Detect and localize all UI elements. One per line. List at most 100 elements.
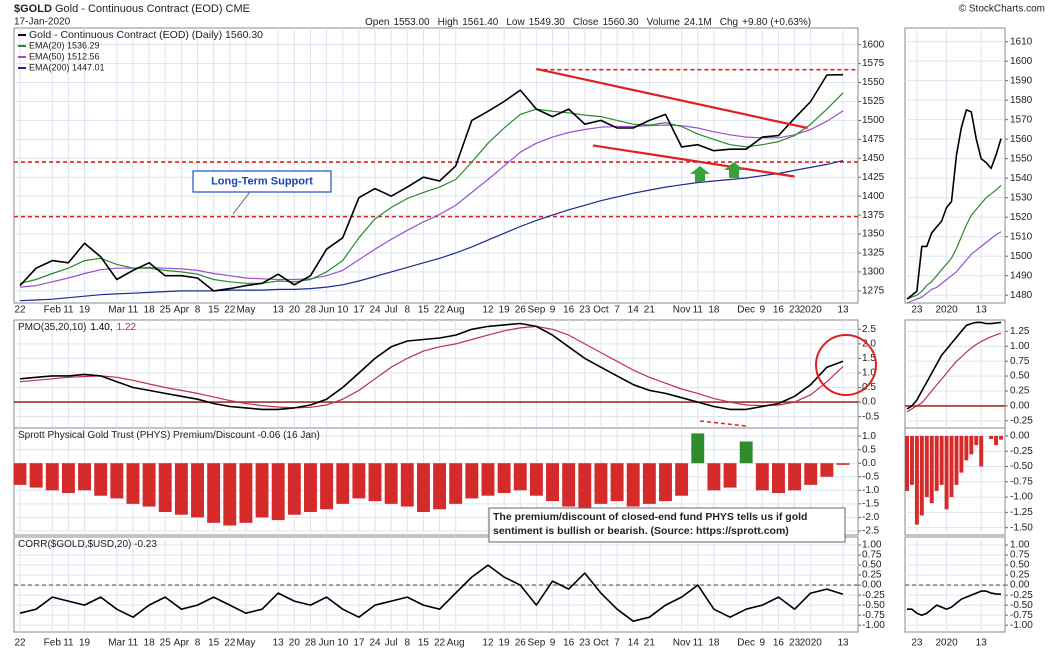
watermark: © StockCharts.com <box>959 4 1045 15</box>
y-tick-label: 2.5 <box>862 324 876 335</box>
y-tick-label: 0.0 <box>862 397 876 408</box>
y-tick-label: 0.5 <box>862 382 876 393</box>
x-tick-label: 7 <box>614 305 620 316</box>
x-tick-label: 22 <box>434 305 446 316</box>
bar <box>707 463 721 491</box>
bar <box>675 463 689 496</box>
bar <box>287 463 301 515</box>
x-tick-label: 7 <box>614 638 620 649</box>
x-tick-label: 8 <box>195 638 201 649</box>
y-tick-label: -0.5 <box>862 471 880 482</box>
y-tick-label: -0.75 <box>862 610 885 621</box>
x-tick-label: Jul <box>385 305 398 316</box>
bar <box>110 463 124 499</box>
series-line <box>906 184 1002 300</box>
x-tick-label: Jun <box>319 638 335 649</box>
header-date: 17-Jan-2020 <box>14 17 71 28</box>
x-tick-label: 19 <box>79 305 91 316</box>
bar <box>497 463 511 494</box>
x-tick-label: Feb <box>44 638 62 649</box>
highlight-circle <box>815 334 877 396</box>
x-tick-label: 25 <box>160 638 172 649</box>
bar <box>546 463 559 502</box>
bar <box>449 463 463 504</box>
quote-label: Close <box>573 17 599 28</box>
x-tick-label: Oct <box>593 638 609 649</box>
series-line <box>19 160 844 302</box>
up-arrow <box>690 166 710 182</box>
x-tick-label: 23 <box>789 305 801 316</box>
y-tick-label: 1490 <box>1010 270 1033 281</box>
x-tick-label: 19 <box>79 638 91 649</box>
x-tick-label: 15 <box>208 638 220 649</box>
x-tick-label: 11 <box>63 638 74 649</box>
bar <box>949 435 954 498</box>
x-tick-label: 8 <box>195 305 201 316</box>
x-tick-label: 18 <box>144 305 156 316</box>
x-tick-label: 11 <box>693 305 704 316</box>
quote-value: 1553.00 <box>393 17 430 28</box>
quote-label: Open <box>365 17 389 28</box>
bar <box>989 435 994 440</box>
x-tick-label: 2020 <box>935 638 958 649</box>
y-tick-label: 0.00 <box>1010 401 1030 412</box>
quote-value: +9.80 (+0.63%) <box>742 17 811 28</box>
y-tick-label: -2.5 <box>862 526 880 537</box>
x-tick-label: May <box>236 638 255 649</box>
bar <box>29 463 43 488</box>
x-tick-label: Mar <box>108 305 126 316</box>
panel-title: Sprott Physical Gold Trust (PHYS) Premiu… <box>18 430 320 441</box>
x-tick-label: 16 <box>773 638 785 649</box>
y-tick-label: -0.50 <box>862 600 885 611</box>
x-tick-label: 12 <box>482 638 494 649</box>
y-tick-label: 1.0 <box>862 368 876 379</box>
bar <box>610 463 624 502</box>
x-tick-label: 20 <box>289 638 301 649</box>
panel-title: CORR($GOLD,$USD,20) -0.23 <box>18 539 157 550</box>
series-line <box>906 332 1002 413</box>
bar <box>691 433 705 464</box>
support-label: Long-Term Support <box>211 175 313 187</box>
y-tick-label: 0.50 <box>1010 371 1030 382</box>
up-arrow <box>724 162 744 178</box>
x-tick-label: Aug <box>447 305 465 316</box>
y-tick-label: -1.25 <box>1010 507 1033 518</box>
y-tick-label: 0.50 <box>862 560 882 571</box>
bar <box>626 463 640 507</box>
bar <box>739 441 753 464</box>
x-tick-label: 14 <box>628 305 640 316</box>
x-tick-label: 8 <box>405 638 411 649</box>
y-tick-label: 1480 <box>1010 290 1033 301</box>
x-tick-label: 17 <box>353 305 365 316</box>
bar <box>804 463 818 485</box>
y-tick-label: 1525 <box>862 96 885 107</box>
bar <box>594 463 608 504</box>
x-tick-label: Apr <box>174 638 190 649</box>
y-tick-label: 1510 <box>1010 231 1033 242</box>
quote-value: 24.1M <box>684 17 712 28</box>
bar <box>465 463 479 499</box>
bar <box>914 435 919 525</box>
x-tick-label: 8 <box>405 305 411 316</box>
x-tick-label: 23 <box>579 638 591 649</box>
y-tick-label: 1570 <box>1010 114 1033 125</box>
bar <box>788 463 802 491</box>
bar <box>954 435 959 485</box>
bar <box>433 463 447 510</box>
quote-label: High <box>438 17 459 28</box>
legend-label: Gold - Continuous Contract (EOD) (Daily)… <box>29 29 263 41</box>
y-tick-label: -1.50 <box>1010 522 1033 533</box>
x-tick-label: 15 <box>418 638 430 649</box>
x-tick-label: Feb <box>44 305 62 316</box>
divergence-line <box>699 420 747 427</box>
panel-title: PMO(35,20,10) 1.40, 1.22 <box>18 322 137 333</box>
quote-value: 1560.30 <box>602 17 639 28</box>
bar <box>929 435 934 504</box>
y-tick-label: 0.75 <box>1010 356 1030 367</box>
x-tick-label: 16 <box>773 305 785 316</box>
y-tick-label: -0.5 <box>862 411 880 422</box>
y-tick-label: 0.00 <box>1010 580 1030 591</box>
bar <box>336 463 350 504</box>
legend-label: EMA(200) 1447.01 <box>29 62 105 72</box>
y-tick-label: 1.00 <box>1010 341 1030 352</box>
